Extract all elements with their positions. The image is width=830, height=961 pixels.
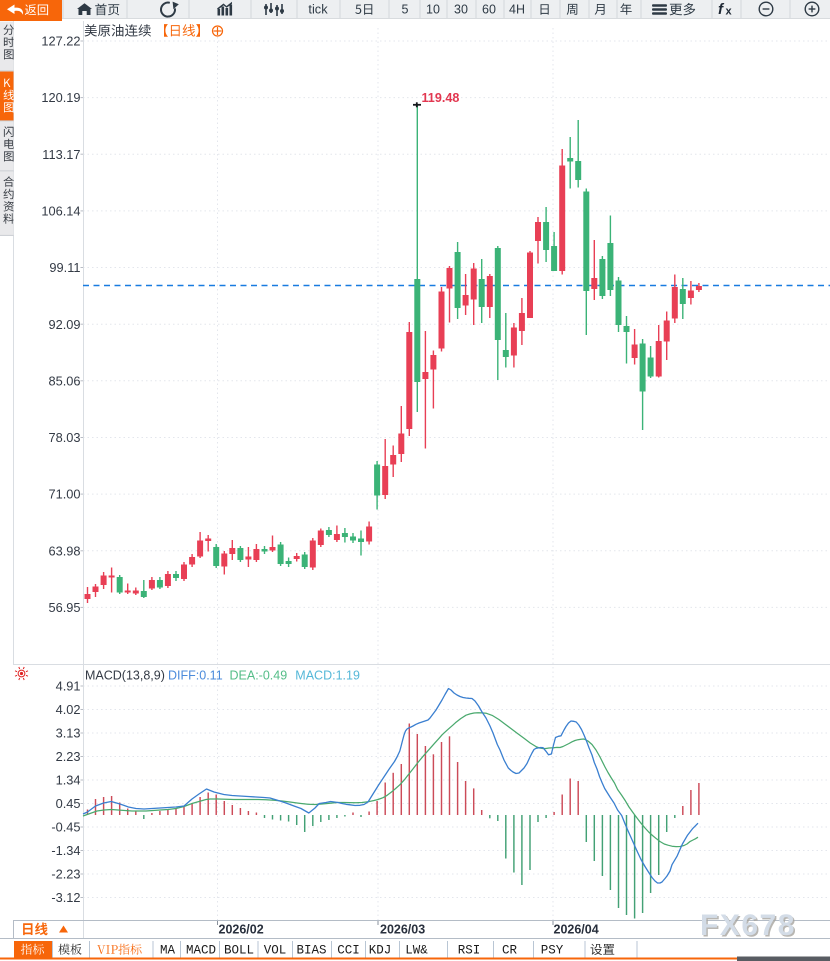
svg-text:113.17: 113.17: [42, 147, 80, 162]
svg-text:119.48: 119.48: [422, 91, 460, 105]
svg-text:PSY: PSY: [541, 944, 564, 958]
svg-text:BIAS: BIAS: [296, 944, 326, 958]
svg-text:106.14: 106.14: [41, 204, 80, 219]
svg-text:FX678: FX678: [702, 911, 798, 944]
svg-text:3.13: 3.13: [56, 726, 81, 741]
svg-text:2.23: 2.23: [56, 749, 81, 764]
svg-text:VOL: VOL: [264, 944, 287, 958]
svg-text:5: 5: [402, 3, 409, 17]
svg-text:DEA:-0.49: DEA:-0.49: [230, 669, 288, 683]
svg-text:-0.45: -0.45: [51, 820, 80, 835]
svg-text:1.34: 1.34: [56, 773, 81, 788]
svg-text:FX678: FX678: [700, 909, 796, 942]
svg-text:BOLL: BOLL: [224, 944, 254, 958]
svg-text:71.00: 71.00: [48, 487, 80, 502]
svg-text:0.45: 0.45: [56, 796, 81, 811]
svg-text:-1.34: -1.34: [51, 843, 80, 858]
svg-text:CR: CR: [502, 944, 518, 958]
svg-text:-2.23: -2.23: [51, 867, 80, 882]
svg-text:30: 30: [454, 3, 468, 17]
svg-text:MACD(13,8,9): MACD(13,8,9): [85, 669, 165, 683]
svg-text:2026/02: 2026/02: [219, 923, 264, 937]
svg-text:63.98: 63.98: [48, 543, 80, 558]
svg-text:tick: tick: [308, 2, 328, 17]
svg-text:85.06: 85.06: [48, 373, 80, 388]
svg-text:x: x: [726, 6, 733, 18]
svg-text:92.09: 92.09: [48, 317, 80, 332]
svg-text:LW&: LW&: [405, 944, 428, 958]
svg-text:MACD:1.19: MACD:1.19: [295, 669, 360, 683]
svg-text:MA: MA: [160, 944, 176, 958]
svg-text:99.11: 99.11: [49, 260, 80, 275]
svg-text:DIFF:0.11: DIFF:0.11: [168, 669, 223, 683]
svg-text:4.91: 4.91: [56, 679, 81, 694]
svg-text:56.95: 56.95: [48, 600, 80, 615]
svg-text:60: 60: [482, 3, 496, 17]
svg-text:78.03: 78.03: [48, 430, 80, 445]
svg-text:-3.12: -3.12: [51, 890, 80, 905]
svg-text:10: 10: [426, 3, 440, 17]
svg-text:4.02: 4.02: [56, 702, 81, 717]
svg-text:2026/03: 2026/03: [380, 923, 425, 937]
svg-text:2026/04: 2026/04: [554, 923, 599, 937]
svg-text:4H: 4H: [509, 3, 525, 17]
svg-text:MACD: MACD: [186, 944, 216, 958]
svg-text:127.22: 127.22: [41, 34, 80, 49]
svg-text:KDJ: KDJ: [369, 944, 392, 958]
svg-text:f: f: [718, 1, 725, 18]
svg-text:CCI: CCI: [337, 944, 360, 958]
svg-text:120.19: 120.19: [41, 90, 80, 105]
svg-text:RSI: RSI: [458, 944, 481, 958]
